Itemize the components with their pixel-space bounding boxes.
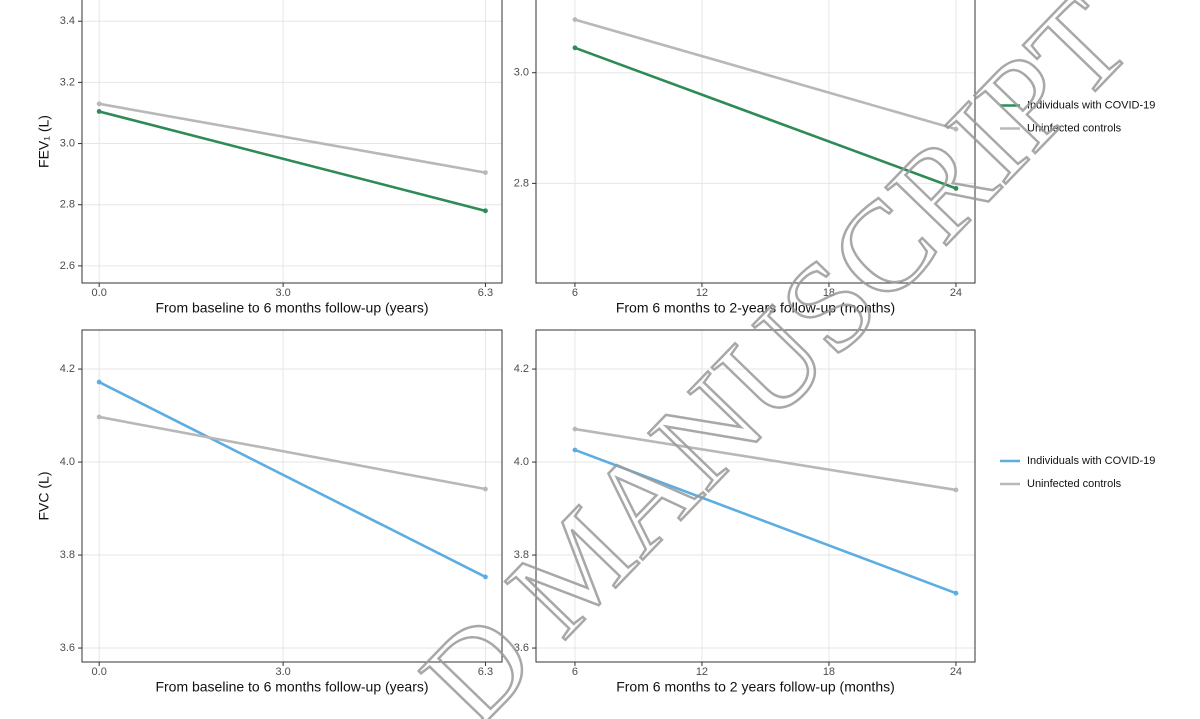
data-point [483, 486, 488, 492]
series-line [98, 102, 486, 174]
data-point [572, 447, 578, 453]
legend-label: Uninfected controls [1027, 122, 1122, 134]
data-point [96, 414, 102, 420]
y-tick-label: 3.4 [60, 15, 75, 27]
series-line [98, 380, 487, 579]
plot-frame [535, 0, 976, 284]
data-point [483, 208, 488, 214]
watermark: D MANUSCRIPT [394, 0, 1156, 719]
series-line [574, 46, 957, 190]
plot-frame [81, 329, 503, 663]
y-tick-label: 2.6 [60, 260, 75, 272]
y-tick-label: 4.0 [60, 456, 75, 468]
data-point [953, 185, 959, 191]
x-tick-label: 6 [572, 666, 578, 678]
y-axis-title: FVC (L) [36, 472, 52, 521]
y-tick-label: 3.8 [60, 549, 75, 561]
series-line [574, 448, 957, 595]
x-axis-title: From baseline to 6 months follow-up (yea… [155, 679, 428, 695]
data-point [572, 17, 578, 22]
data-point [96, 379, 102, 385]
data-point [953, 590, 959, 596]
plot-frame [535, 329, 976, 663]
data-point [953, 487, 959, 493]
y-tick-label: 4.0 [514, 456, 529, 468]
data-point [96, 101, 102, 107]
series-line [98, 110, 486, 213]
x-tick-label: 6 [572, 287, 578, 299]
y-tick-label: 3.6 [514, 642, 529, 654]
y-tick-label: 2.8 [514, 177, 529, 189]
data-point [572, 45, 578, 51]
x-tick-label: 18 [823, 287, 835, 299]
legend-label: Individuals with COVID-19 [1027, 99, 1155, 111]
x-tick-label: 3.0 [275, 287, 290, 299]
y-tick-label: 3.8 [514, 549, 529, 561]
data-point [953, 126, 959, 132]
y-tick-label: 2.8 [60, 199, 75, 211]
y-axis-title: FEV₁ (L) [36, 115, 52, 168]
data-point [483, 170, 488, 176]
y-tick-label: 4.2 [514, 363, 529, 375]
series-line [574, 427, 957, 492]
x-tick-label: 0.0 [92, 287, 107, 299]
x-axis-title: From 6 months to 2-years follow-up (mont… [616, 300, 895, 316]
data-point [572, 426, 578, 432]
x-tick-label: 12 [696, 666, 708, 678]
x-tick-label: 12 [696, 287, 708, 299]
x-axis-title: From baseline to 6 months follow-up (yea… [155, 300, 428, 316]
x-tick-label: 18 [823, 666, 835, 678]
x-tick-label: 0.0 [92, 666, 107, 678]
legend-label: Uninfected controls [1027, 478, 1122, 490]
x-tick-label: 24 [950, 287, 962, 299]
legend-label: Individuals with COVID-19 [1027, 455, 1155, 467]
x-tick-label: 24 [950, 666, 962, 678]
y-tick-label: 3.6 [60, 642, 75, 654]
y-tick-label: 3.0 [60, 137, 75, 149]
series-line [98, 415, 486, 491]
y-tick-label: 3.0 [514, 67, 529, 79]
series-line [574, 18, 957, 131]
y-tick-label: 3.2 [60, 76, 75, 88]
x-tick-label: 6.3 [478, 666, 493, 678]
y-tick-label: 4.2 [60, 363, 75, 375]
plot-frame [81, 0, 503, 284]
x-tick-label: 6.3 [478, 287, 493, 299]
data-point [96, 109, 102, 114]
data-point [483, 574, 488, 580]
x-tick-label: 3.0 [275, 666, 290, 678]
x-axis-title: From 6 months to 2 years follow-up (mont… [616, 679, 895, 695]
